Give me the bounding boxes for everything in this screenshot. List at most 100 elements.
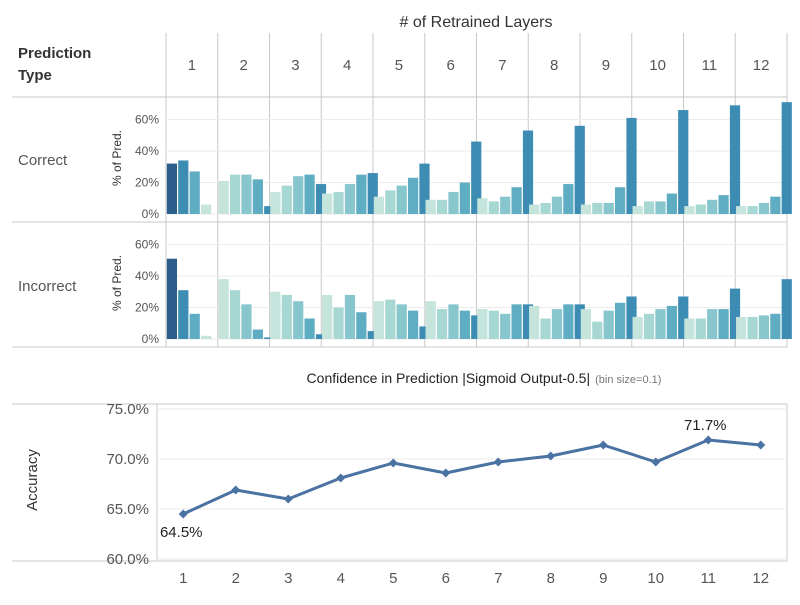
bar-incorrect-layer9-bin3 [603,310,614,339]
bar-correct-layer8-bin2 [540,202,551,214]
x-tick-label: 1 [179,570,187,587]
bar-correct-layer9-bin1 [580,204,591,214]
bar-incorrect-layer2-bin4 [252,329,263,339]
tick-label-correct: 60% [135,113,159,127]
bar-incorrect-layer5-bin1 [373,301,384,339]
bar-correct-layer12-bin2 [747,206,758,215]
bar-incorrect-layer7-bin1 [477,309,488,339]
bar-correct-layer9-bin4 [615,187,626,214]
x-tick-label: 5 [389,570,397,587]
x-tick-label: 9 [599,570,607,587]
accuracy-point-8 [546,451,556,461]
bar-incorrect-layer9-bin2 [592,321,603,339]
bar-incorrect-layer2-bin5 [264,337,275,339]
bar-incorrect-layer8-bin2 [540,318,551,339]
bar-correct-layer1-bin4 [201,204,212,214]
tick-label-correct: 40% [135,144,159,158]
line-y-axis-label: Accuracy [24,449,41,511]
bar-correct-layer5-bin3 [396,185,407,214]
bar-correct-layer3-bin2 [281,185,292,214]
bar-correct-layer12-bin4 [770,196,781,214]
bar-incorrect-layer12-bin5 [781,279,792,339]
bar-incorrect-layer4-bin5 [367,331,378,340]
bar-incorrect-layer11-bin4 [718,309,729,339]
bar-correct-layer8-bin4 [563,184,574,214]
column-header-10: 10 [649,57,666,74]
y-axis-label-correct: % of Pred. [110,130,124,186]
column-header-11: 11 [702,57,718,74]
bar-incorrect-layer2-bin1 [218,279,229,339]
bar-correct-layer5-bin5 [419,163,430,214]
tick-label-incorrect: 20% [135,301,159,315]
bar-correct-layer1-bin1 [166,163,177,214]
bar-incorrect-layer1-bin1 [166,258,177,340]
bar-correct-layer10-bin2 [643,201,655,214]
bar-correct-layer6-bin4 [459,182,470,214]
bar-incorrect-layer11-bin3 [707,309,718,339]
bar-correct-layer7-bin3 [500,196,511,214]
accuracy-line [182,438,761,516]
bar-incorrect-layer6-bin5 [471,315,482,340]
column-header-7: 7 [498,57,506,74]
bar-correct-layer10-bin3 [655,201,666,214]
bar-incorrect-layer10-bin2 [643,313,655,339]
row-label-incorrect: Incorrect [18,278,77,295]
bar-correct-layer12-bin1 [736,206,747,215]
bar-incorrect-layer7-bin4 [511,304,522,339]
bar-incorrect-layer3-bin1 [270,291,281,339]
line-tick-label: 70.0% [106,451,149,468]
row-label-correct: Correct [18,152,68,169]
bar-incorrect-layer9-bin1 [580,309,591,339]
bar-correct-layer10-bin1 [632,206,643,215]
bar-correct-layer7-bin1 [477,198,488,214]
column-header-2: 2 [239,57,247,74]
middle-caption: Confidence in Prediction |Sigmoid Output… [307,370,662,386]
bar-incorrect-layer4-bin4 [356,312,367,339]
column-header-6: 6 [446,57,454,74]
bar-correct-layer4-bin1 [322,193,333,214]
bar-incorrect-layer1-bin3 [189,313,200,339]
row-header-line1: Prediction [18,45,91,62]
bar-correct-layer5-bin4 [408,177,419,215]
bar-incorrect-layer4-bin2 [333,307,344,339]
top-header: # of Retrained Layers [400,14,553,31]
bar-incorrect-layer3-bin4 [304,318,315,339]
bar-incorrect-layer8-bin5 [574,304,585,339]
bar-incorrect-layer9-bin5 [626,296,637,339]
bar-incorrect-layer12-bin3 [758,315,770,340]
bar-correct-layer4-bin4 [356,174,367,215]
bar-incorrect-layer6-bin3 [448,304,459,339]
x-tick-label: 10 [647,570,664,587]
column-header-1: 1 [188,57,196,74]
bar-correct-layer6-bin3 [448,191,459,214]
bar-correct-layer8-bin5 [574,125,585,214]
x-tick-label: 7 [494,570,502,587]
bar-incorrect-layer1-bin2 [178,290,189,339]
tick-label-incorrect: 60% [135,238,159,252]
bar-incorrect-layer11-bin5 [729,288,741,339]
bar-incorrect-layer8-bin4 [563,304,574,339]
bar-correct-layer11-bin2 [695,204,706,214]
accuracy-point-11 [703,435,713,445]
bar-correct-layer4-bin3 [344,184,356,214]
tick-label-incorrect: 40% [135,269,159,283]
x-tick-label: 2 [232,570,240,587]
bar-correct-layer10-bin5 [678,110,689,214]
bar-incorrect-layer10-bin5 [678,296,689,339]
bar-correct-layer9-bin2 [592,202,603,214]
bar-correct-layer12-bin5 [781,102,792,214]
bar-incorrect-layer3-bin2 [281,294,292,339]
bar-incorrect-layer10-bin4 [666,305,677,339]
tick-label-incorrect: 0% [142,332,160,346]
line-tick-label: 65.0% [106,501,149,518]
bar-correct-layer1-bin3 [189,171,200,214]
bar-correct-layer8-bin3 [551,196,563,214]
column-header-3: 3 [291,57,299,74]
bar-incorrect-layer5-bin4 [408,310,419,339]
bar-incorrect-layer8-bin1 [529,305,540,339]
middle-caption-main: Confidence in Prediction |Sigmoid Output… [307,370,591,386]
bar-incorrect-layer5-bin5 [419,326,430,339]
bar-correct-layer10-bin4 [666,193,677,214]
